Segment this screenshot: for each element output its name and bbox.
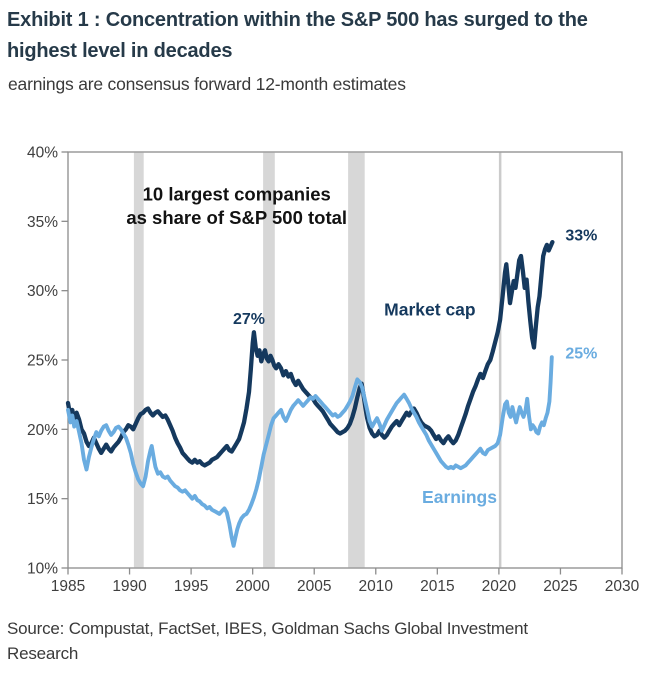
series-label-earnings: Earnings bbox=[422, 487, 497, 507]
x-tick-label: 1985 bbox=[51, 578, 85, 595]
peak-value-label-27: 27% bbox=[233, 311, 265, 328]
y-tick-label: 20% bbox=[27, 422, 58, 439]
annotation-10-largest-line1: 10 largest companies bbox=[143, 184, 331, 205]
x-tick-label: 2015 bbox=[420, 578, 454, 595]
chart-annotations: 10 largest companies as share of S&P 500… bbox=[126, 184, 597, 507]
exhibit-subtitle: earnings are consensus forward 12-month … bbox=[8, 74, 406, 94]
series-label-market-cap: Market cap bbox=[384, 300, 475, 320]
y-tick-label: 40% bbox=[27, 145, 58, 162]
axes: 10% 15% 20% 25% 30% 35% 40% 1985 1990 1995 2000 200… bbox=[27, 145, 640, 596]
annotation-10-largest-line2: as share of S&P 500 total bbox=[126, 207, 347, 228]
end-value-label-33: 33% bbox=[565, 228, 597, 245]
y-tick-label: 35% bbox=[27, 214, 58, 231]
x-tick-label: 1995 bbox=[174, 578, 208, 595]
earnings-line bbox=[66, 355, 554, 548]
recession-band bbox=[133, 152, 144, 568]
x-tick-label: 2010 bbox=[359, 578, 394, 595]
x-tick-label: 2000 bbox=[235, 578, 270, 595]
y-tick-label: 10% bbox=[27, 561, 58, 578]
y-tick-label: 25% bbox=[27, 353, 58, 370]
x-tick-label: 2020 bbox=[482, 578, 517, 595]
x-tick-label: 2005 bbox=[297, 578, 331, 595]
x-tick-label: 1990 bbox=[112, 578, 147, 595]
source-note: Source: Compustat, FactSet, IBES, Goldma… bbox=[7, 619, 528, 663]
x-tick-label: 2030 bbox=[605, 578, 640, 595]
x-tick-label: 2025 bbox=[543, 578, 577, 595]
exhibit-title: Exhibit 1 : Concentration within the S&P… bbox=[7, 9, 588, 62]
market-cap-line bbox=[65, 239, 555, 468]
y-tick-label: 30% bbox=[27, 283, 58, 300]
covid-recession-band bbox=[498, 152, 502, 568]
y-tick-label: 15% bbox=[27, 491, 58, 508]
end-value-label-25: 25% bbox=[565, 346, 597, 363]
recession-band bbox=[348, 152, 365, 568]
